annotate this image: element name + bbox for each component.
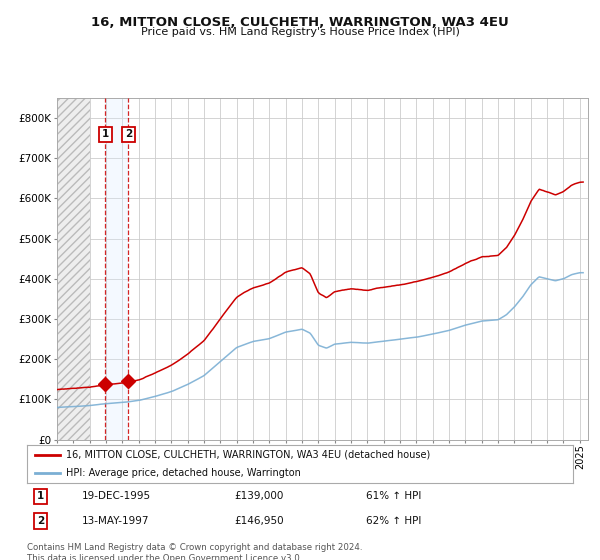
- Text: £146,950: £146,950: [235, 516, 284, 526]
- Text: 61% ↑ HPI: 61% ↑ HPI: [365, 491, 421, 501]
- Text: £139,000: £139,000: [235, 491, 284, 501]
- Text: Price paid vs. HM Land Registry's House Price Index (HPI): Price paid vs. HM Land Registry's House …: [140, 27, 460, 37]
- Text: 13-MAY-1997: 13-MAY-1997: [82, 516, 149, 526]
- Text: 16, MITTON CLOSE, CULCHETH, WARRINGTON, WA3 4EU: 16, MITTON CLOSE, CULCHETH, WARRINGTON, …: [91, 16, 509, 29]
- Text: 2: 2: [125, 129, 132, 139]
- Text: HPI: Average price, detached house, Warrington: HPI: Average price, detached house, Warr…: [67, 468, 301, 478]
- Text: 62% ↑ HPI: 62% ↑ HPI: [365, 516, 421, 526]
- Bar: [57, 98, 89, 440]
- Text: 16, MITTON CLOSE, CULCHETH, WARRINGTON, WA3 4EU (detached house): 16, MITTON CLOSE, CULCHETH, WARRINGTON, …: [67, 450, 431, 460]
- Text: 2: 2: [37, 516, 44, 526]
- Text: Contains HM Land Registry data © Crown copyright and database right 2024.
This d: Contains HM Land Registry data © Crown c…: [27, 543, 362, 560]
- Bar: [106, 98, 128, 440]
- Text: 19-DEC-1995: 19-DEC-1995: [82, 491, 151, 501]
- Text: 1: 1: [102, 129, 109, 139]
- Text: 1: 1: [37, 491, 44, 501]
